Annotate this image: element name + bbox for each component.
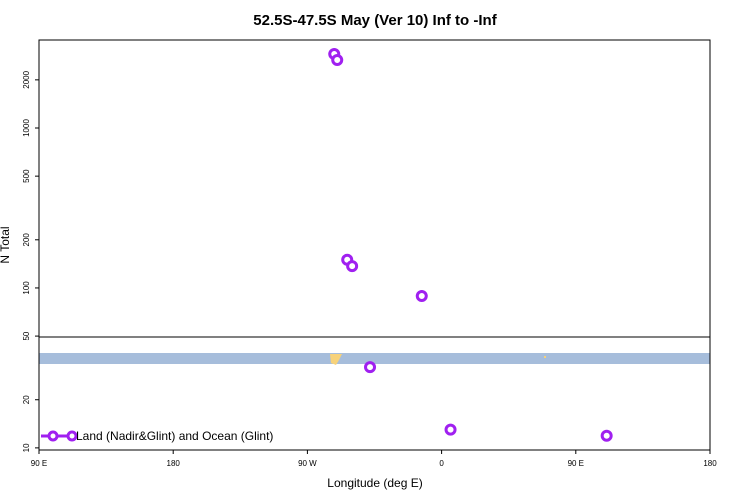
plot-frame bbox=[38, 39, 711, 451]
y-axis-label: N Total bbox=[0, 226, 12, 263]
y-tick-label: 50 bbox=[22, 331, 31, 340]
ocean-strip bbox=[39, 353, 710, 364]
data-point bbox=[600, 429, 613, 442]
data-point bbox=[415, 290, 428, 303]
legend-label: Land (Nadir&Glint) and Ocean (Glint) bbox=[76, 429, 273, 443]
y-tick-label: 100 bbox=[22, 281, 31, 295]
land-patch bbox=[330, 354, 342, 365]
legend-marker bbox=[47, 430, 59, 442]
data-point bbox=[444, 423, 457, 436]
y-tick-label: 20 bbox=[22, 395, 31, 404]
x-axis-label: Longitude (deg E) bbox=[327, 476, 422, 490]
y-tick-label: 200 bbox=[22, 233, 31, 247]
y-tick-label: 10 bbox=[22, 443, 31, 452]
data-point bbox=[346, 260, 359, 273]
y-tick-label: 2000 bbox=[22, 70, 31, 88]
x-tick-label: 90 W bbox=[298, 459, 317, 468]
y-tick-label: 1000 bbox=[22, 119, 31, 137]
x-tick-label: 90 E bbox=[31, 459, 47, 468]
x-tick-label: 180 bbox=[703, 459, 717, 468]
chart-title: 52.5S-47.5S May (Ver 10) Inf to -Inf bbox=[253, 12, 497, 29]
data-point bbox=[364, 361, 377, 374]
x-tick-label: 180 bbox=[167, 459, 181, 468]
x-tick-label: 0 bbox=[439, 459, 444, 468]
legend-marker bbox=[66, 430, 78, 442]
data-point bbox=[331, 54, 344, 67]
y-tick-label: 500 bbox=[22, 169, 31, 183]
land-patch bbox=[544, 356, 546, 358]
x-tick-label: 90 E bbox=[568, 459, 584, 468]
